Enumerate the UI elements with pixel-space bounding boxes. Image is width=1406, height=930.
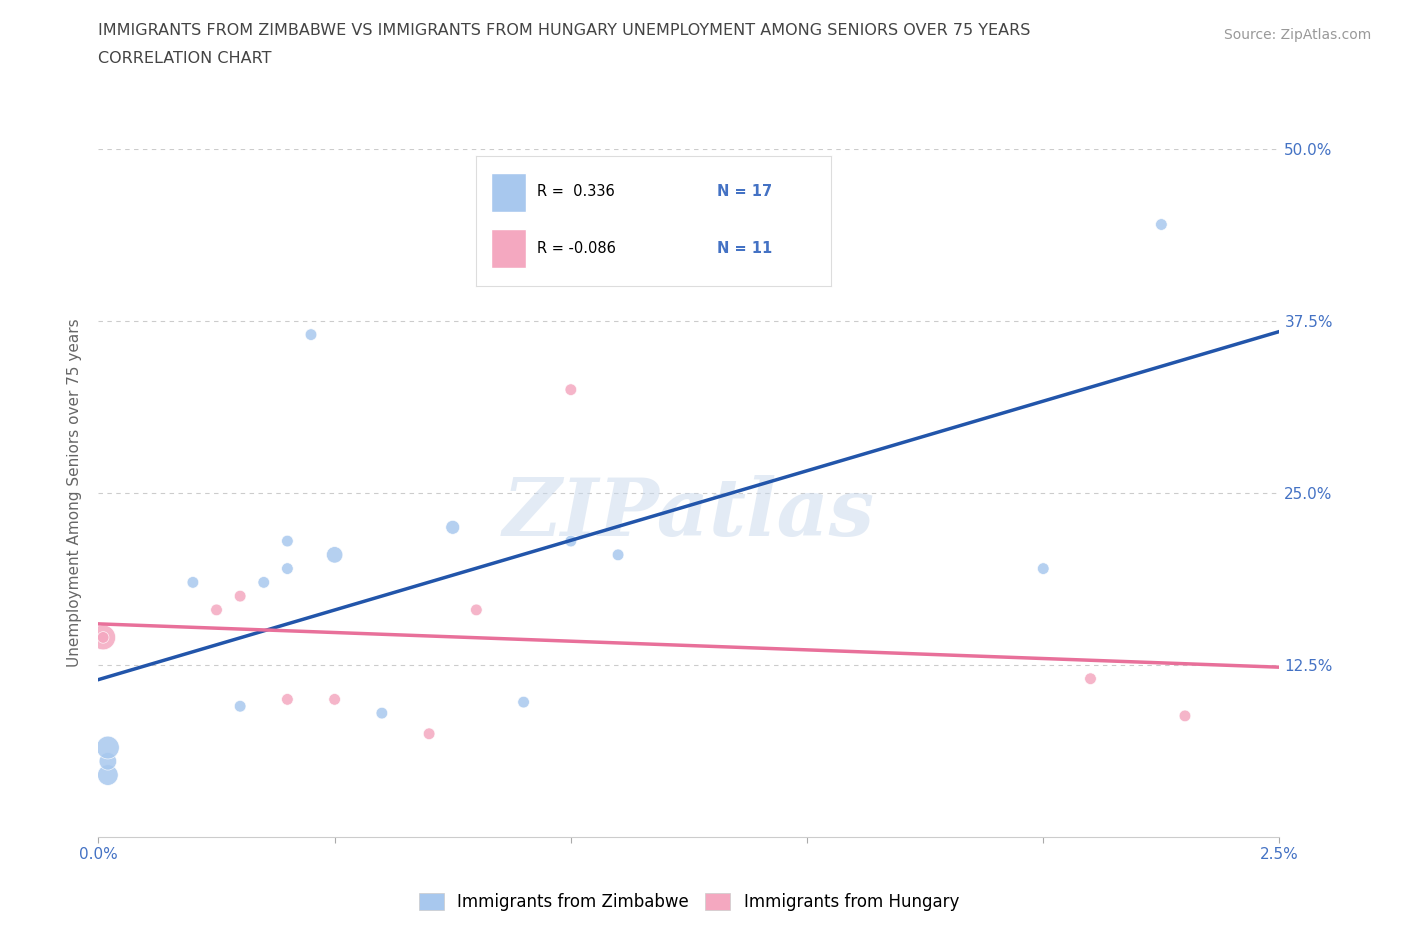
Point: [97, 767, 120, 782]
Point: [560, 534, 582, 549]
Y-axis label: Unemployment Among Seniors over 75 years: Unemployment Among Seniors over 75 years: [67, 319, 83, 667]
Text: Source: ZipAtlas.com: Source: ZipAtlas.com: [1223, 28, 1371, 42]
Point: [276, 692, 298, 707]
Point: [371, 706, 394, 721]
Point: [1032, 561, 1054, 576]
Point: [97, 740, 120, 755]
Point: [1174, 709, 1197, 724]
Point: [91, 630, 114, 644]
Text: IMMIGRANTS FROM ZIMBABWE VS IMMIGRANTS FROM HUNGARY UNEMPLOYMENT AMONG SENIORS O: IMMIGRANTS FROM ZIMBABWE VS IMMIGRANTS F…: [98, 23, 1031, 38]
Text: ZIPatlas: ZIPatlas: [503, 475, 875, 552]
Point: [560, 382, 582, 397]
Point: [229, 698, 252, 713]
Point: [418, 726, 440, 741]
Point: [276, 561, 298, 576]
Point: [229, 589, 252, 604]
Point: [323, 692, 346, 707]
Point: [1080, 671, 1102, 686]
Point: [276, 534, 298, 549]
Point: [323, 548, 346, 563]
Text: CORRELATION CHART: CORRELATION CHART: [98, 51, 271, 66]
Point: [97, 754, 120, 769]
Point: [512, 695, 534, 710]
Point: [253, 575, 276, 590]
Point: [607, 548, 630, 563]
Legend: Immigrants from Zimbabwe, Immigrants from Hungary: Immigrants from Zimbabwe, Immigrants fro…: [412, 886, 966, 918]
Point: [181, 575, 204, 590]
Point: [299, 327, 322, 342]
Point: [91, 630, 114, 644]
Point: [465, 603, 488, 618]
Point: [441, 520, 464, 535]
Point: [205, 603, 228, 618]
Point: [1150, 217, 1173, 232]
